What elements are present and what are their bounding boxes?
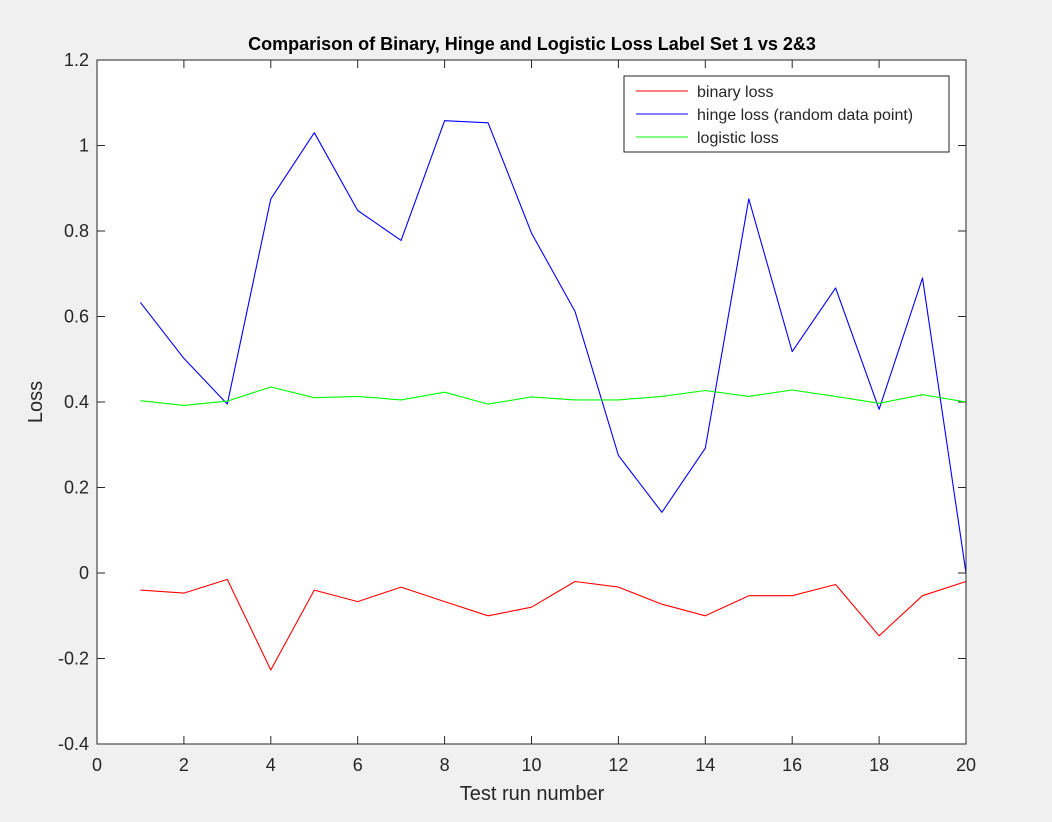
x-tick-label: 16 — [782, 755, 802, 775]
y-axis-ticks: -0.4 -0.2 0 0.2 0.4 0.6 0.8 1 1.2 — [58, 50, 966, 754]
y-tick-label: 1.2 — [64, 50, 89, 70]
y-tick-label: 1 — [79, 136, 89, 156]
x-tick-label: 14 — [695, 755, 715, 775]
series-line-1 — [140, 578, 967, 671]
y-tick-label: -0.2 — [58, 649, 89, 669]
legend-label: binary loss — [697, 84, 773, 101]
y-tick-label: 0.2 — [64, 478, 89, 498]
series-line-3 — [140, 386, 967, 406]
y-tick-label: -0.4 — [58, 734, 89, 754]
x-tick-label: 12 — [608, 755, 628, 775]
legend[interactable]: binary loss hinge loss (random data point… — [623, 75, 950, 153]
y-tick-label: 0 — [79, 563, 89, 583]
plot-frame — [96, 59, 967, 745]
series-lines — [139, 120, 967, 671]
x-axis-label: Test run number — [460, 783, 605, 805]
x-axis-ticks: 0 2 4 6 8 10 12 14 16 18 20 — [92, 60, 976, 775]
legend-label: logistic loss — [697, 130, 779, 147]
x-tick-label: 8 — [440, 755, 450, 775]
x-tick-label: 20 — [956, 755, 976, 775]
legend-label: hinge loss (random data point) — [697, 107, 913, 124]
x-tick-label: 10 — [521, 755, 541, 775]
x-tick-label: 2 — [179, 755, 189, 775]
x-tick-label: 6 — [353, 755, 363, 775]
x-tick-label: 4 — [266, 755, 276, 775]
y-axis-label: Loss — [25, 381, 47, 423]
plot-area — [97, 60, 966, 744]
y-tick-label: 0.8 — [64, 221, 89, 241]
series-line-2 — [139, 120, 967, 574]
x-tick-label: 0 — [92, 755, 102, 775]
y-tick-label: 0.6 — [64, 307, 89, 327]
chart-title: Comparison of Binary, Hinge and Logistic… — [248, 34, 816, 54]
y-tick-label: 0.4 — [64, 392, 89, 412]
x-tick-label: 18 — [869, 755, 889, 775]
